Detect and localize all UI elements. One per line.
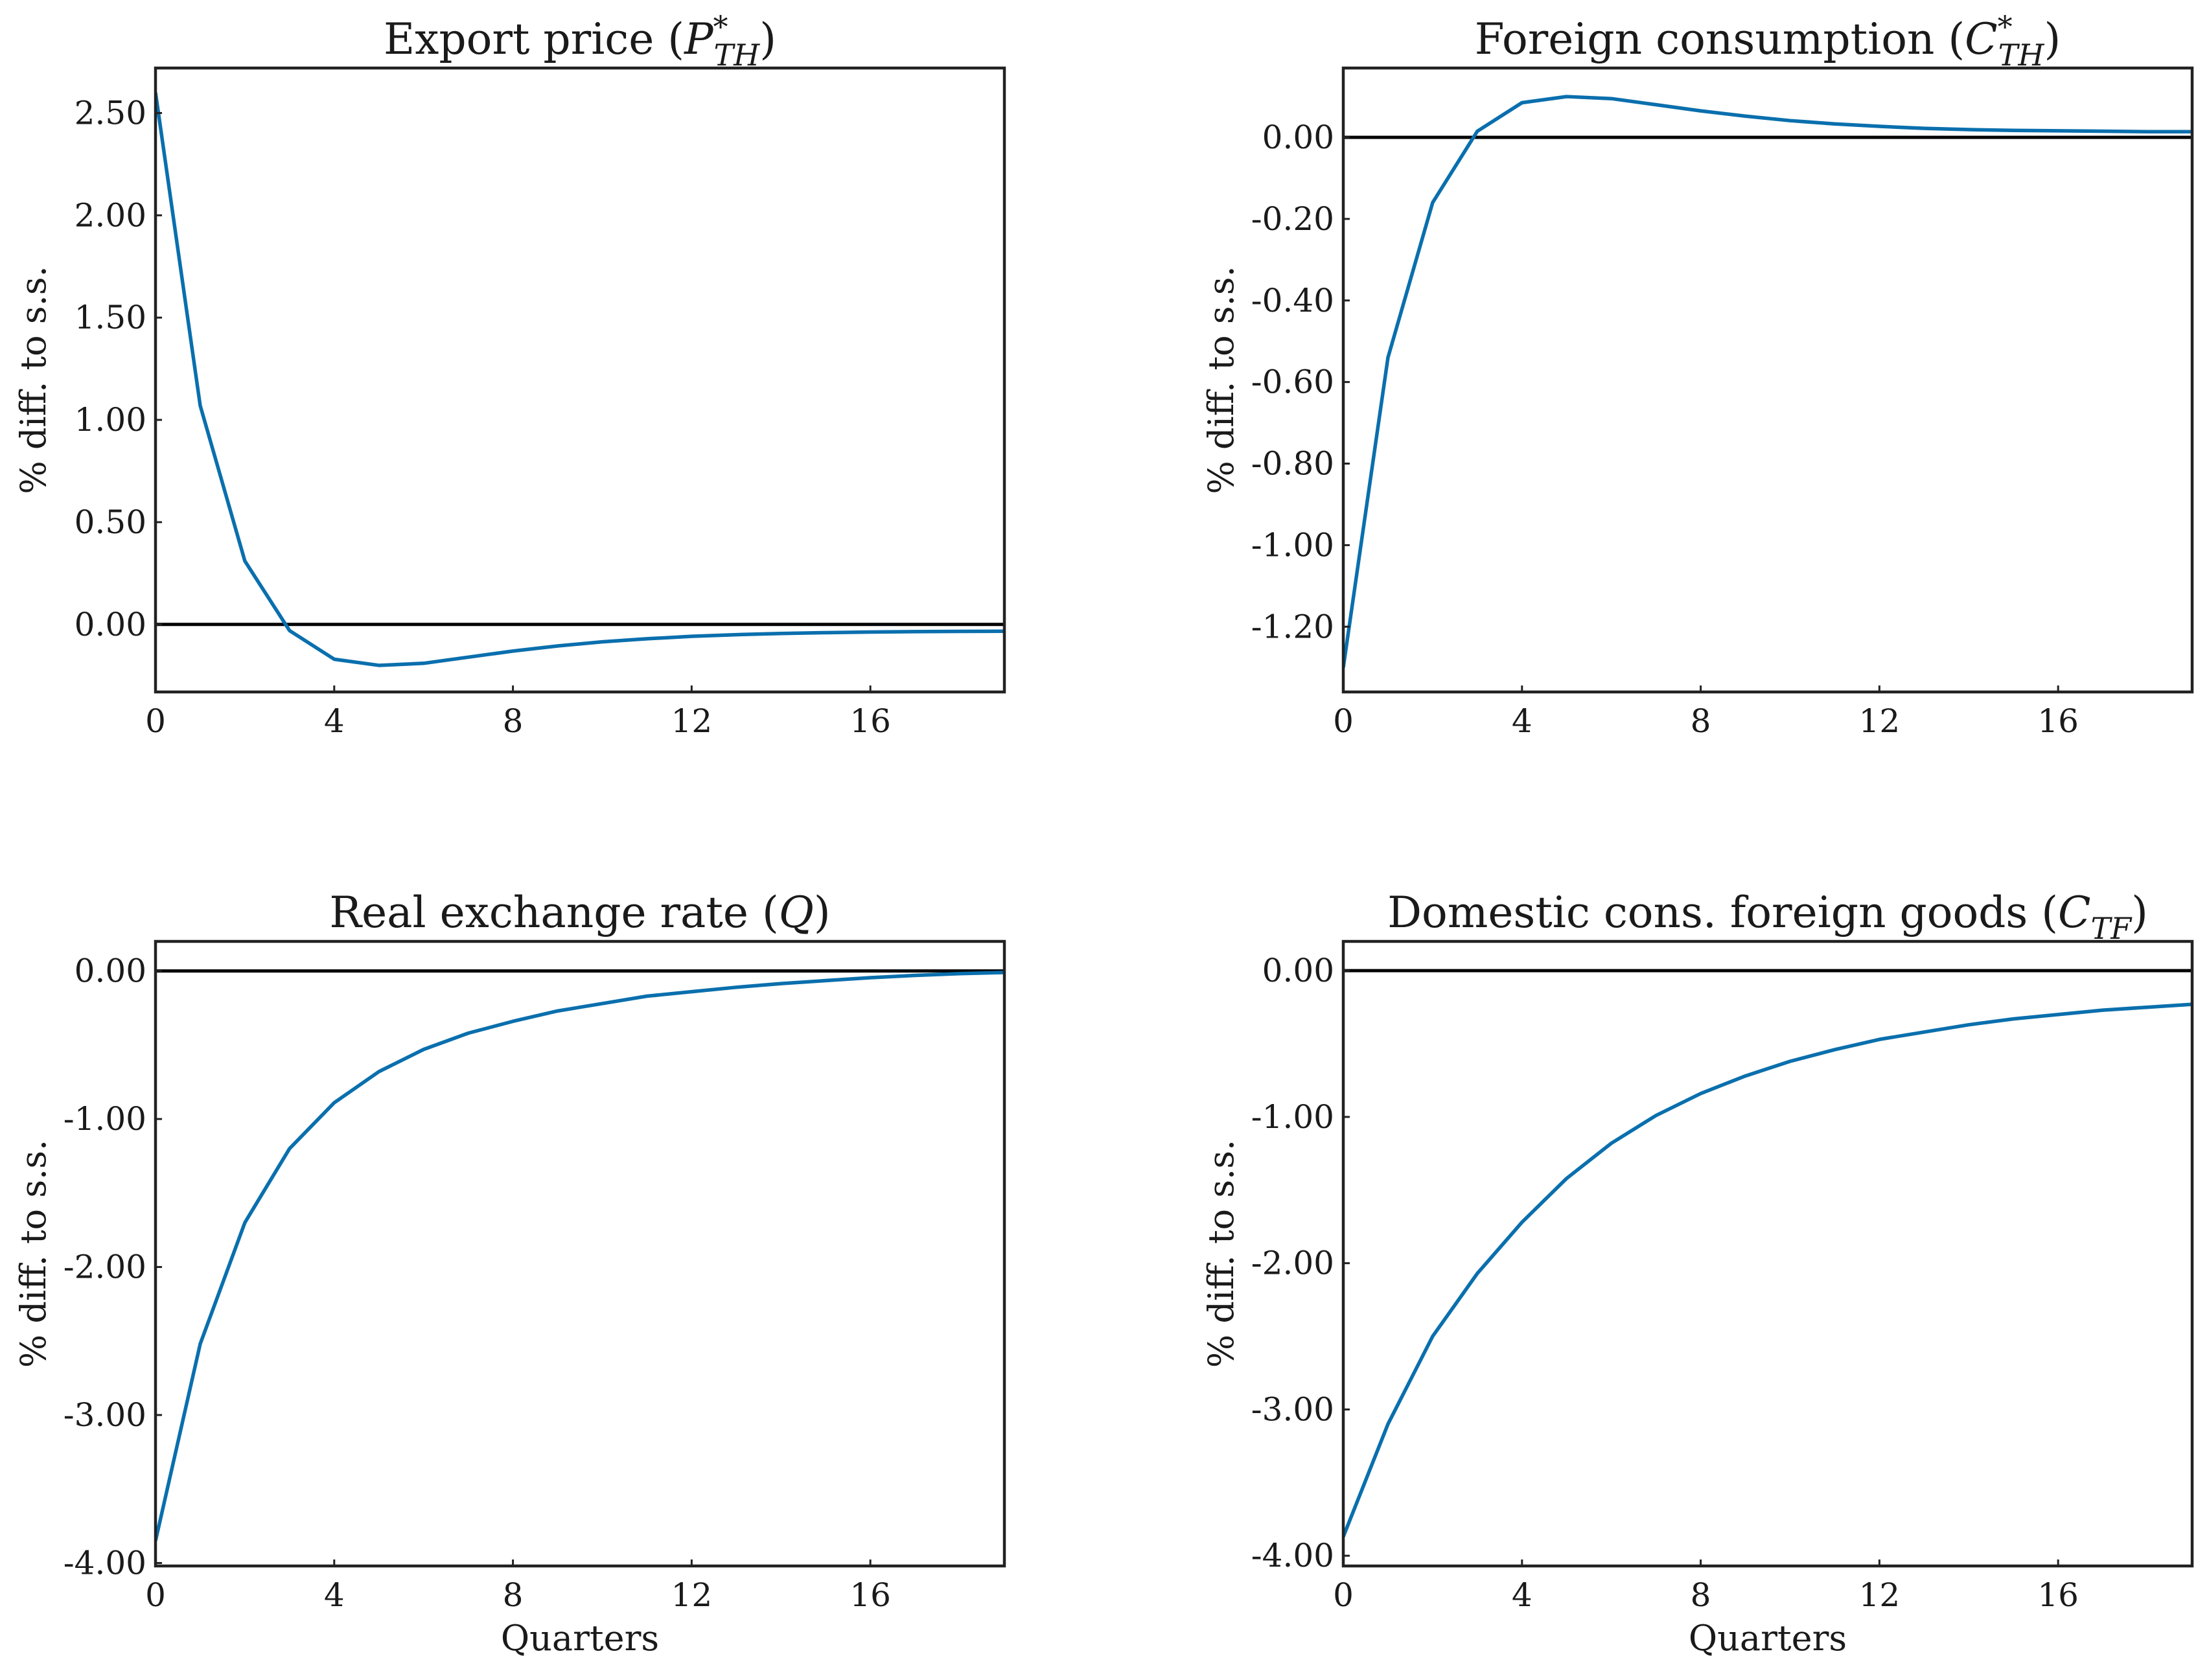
chart-1-title-part-4: ) — [2044, 14, 2061, 64]
chart-1-title-part-2: * — [1998, 9, 2013, 44]
chart-0: 0 4 8 12 16 0.00 0.50 1.00 1.50 2.00 2.50 Export pr… — [13, 9, 1006, 740]
chart-0-ytick-label-5: 2.50 — [75, 94, 146, 132]
chart-0-xtick-label-3: 12 — [671, 702, 713, 740]
chart-3-ytick-label-0: -4.00 — [1251, 1537, 1334, 1574]
chart-3-ytick-label-3: -1.00 — [1251, 1098, 1334, 1136]
chart-0-xtick-label-0: 0 — [145, 702, 166, 740]
chart-2: 0 4 8 12 16 -4.00 -3.00 -2.00 -1.00 0.00 Real exch… — [13, 888, 1006, 1659]
chart-3-axes-frame — [1341, 939, 2194, 1568]
chart-2-xtick-label-0: 0 — [145, 1576, 166, 1614]
chart-1-xtick-label-1: 4 — [1512, 702, 1532, 740]
chart-0-xtick-label-4: 16 — [850, 702, 891, 740]
chart-3-series-0-line — [1343, 1002, 2192, 1537]
chart-1-ytick-label-4: -0.40 — [1251, 282, 1334, 319]
chart-3-xlabel: Quarters — [1689, 1618, 1847, 1659]
chart-3: 0 4 8 12 16 -4.00 -3.00 -2.00 -1.00 0.00 Domestic … — [1201, 888, 2194, 1659]
chart-1-xtick-label-3: 12 — [1859, 702, 1901, 740]
chart-2-xtick-label-1: 4 — [324, 1576, 345, 1614]
chart-0-title-part-2: * — [713, 9, 728, 44]
chart-2-ylabel: % diff. to s.s. — [13, 1140, 54, 1368]
chart-2-xtick-label-2: 8 — [503, 1576, 524, 1614]
chart-0-xtick-label-2: 8 — [503, 702, 524, 740]
chart-0-ytick-label-0: 0.00 — [75, 606, 146, 643]
chart-2-xlabel: Quarters — [501, 1618, 659, 1659]
chart-2-axes-frame — [154, 939, 1006, 1568]
chart-1-title-part-1: C — [1965, 14, 1998, 64]
chart-1: 0 4 8 12 16 -1.20 -1.00 -0.80 -0.60 -0.40 -0.20 0.0… — [1201, 9, 2194, 740]
chart-2-title-part-1: Q — [779, 888, 814, 938]
chart-0-title-part-4: ) — [759, 14, 776, 64]
chart-3-ytick-label-2: -2.00 — [1251, 1245, 1334, 1282]
chart-2-ytick-label-0: -4.00 — [64, 1544, 146, 1582]
chart-1-ytick-label-6: 0.00 — [1262, 119, 1334, 156]
chart-2-ytick-label-1: -3.00 — [64, 1396, 146, 1434]
chart-3-ytick-label-4: 0.00 — [1262, 952, 1334, 989]
chart-1-ytick-label-0: -1.20 — [1251, 608, 1334, 645]
chart-3-title-part-1: C — [2058, 888, 2091, 938]
chart-3-ylabel: % diff. to s.s. — [1201, 1140, 1242, 1368]
chart-2-ytick-label-2: -2.00 — [64, 1248, 146, 1286]
chart-0-ytick-label-2: 1.00 — [75, 401, 146, 439]
chart-3-title-part-0: Domestic cons. foreign goods ( — [1387, 888, 2058, 938]
chart-1-xtick-label-4: 16 — [2037, 702, 2079, 740]
chart-3-xtick-label-2: 8 — [1691, 1576, 1711, 1614]
chart-3-xtick-label-3: 12 — [1859, 1576, 1901, 1614]
chart-1-title-part-3: TH — [1998, 38, 2045, 73]
chart-0-ytick-label-3: 1.50 — [75, 299, 146, 336]
chart-0-ytick-label-1: 0.50 — [75, 503, 146, 541]
chart-0-title-part-1: P — [684, 14, 714, 64]
chart-panels: 0 4 8 12 16 0.00 0.50 1.00 1.50 2.00 2.50 Export pr… — [13, 9, 2194, 1659]
chart-3-title-part-2: TF — [2091, 911, 2133, 946]
chart-2-title-part-0: Real exchange rate ( — [329, 888, 778, 938]
chart-1-series-0-line — [1343, 95, 2192, 668]
chart-1-title: Foreign consumption (C* TH) — [1475, 9, 2061, 73]
chart-3-title-part-3: ) — [2131, 888, 2148, 938]
chart-1-ytick-label-3: -0.60 — [1251, 363, 1334, 401]
chart-0-xtick-label-1: 4 — [324, 702, 345, 740]
chart-1-ytick-label-1: -1.00 — [1251, 526, 1334, 564]
chart-0-title-part-3: TH — [713, 38, 760, 73]
chart-1-xtick-label-2: 8 — [1691, 702, 1711, 740]
chart-2-xtick-label-3: 12 — [671, 1576, 713, 1614]
chart-2-xtick-label-4: 16 — [850, 1576, 891, 1614]
chart-0-title: Export price (P* TH) — [384, 9, 776, 73]
chart-2-title-part-2: ) — [814, 888, 831, 938]
chart-2-series-0-line — [156, 971, 1004, 1541]
chart-1-title-part-0: Foreign consumption ( — [1475, 14, 1965, 64]
chart-1-ytick-label-2: -0.80 — [1251, 445, 1334, 483]
chart-2-ytick-label-4: 0.00 — [75, 952, 146, 990]
chart-3-xtick-label-4: 16 — [2037, 1576, 2079, 1614]
chart-1-ytick-label-5: -0.20 — [1251, 200, 1334, 238]
chart-0-series-0-line — [156, 92, 1004, 667]
chart-2-title: Real exchange rate (Q) — [329, 888, 830, 938]
chart-1-xtick-label-0: 0 — [1333, 702, 1354, 740]
chart-1-axes-frame — [1341, 66, 2194, 694]
chart-3-xtick-label-0: 0 — [1333, 1576, 1354, 1614]
chart-3-xtick-label-1: 4 — [1512, 1576, 1532, 1614]
chart-0-title-part-0: Export price ( — [384, 14, 684, 64]
chart-0-ytick-label-4: 2.00 — [75, 196, 146, 234]
chart-0-axes-frame — [154, 66, 1006, 694]
chart-0-ylabel: % diff. to s.s. — [13, 266, 54, 494]
chart-3-ytick-label-1: -3.00 — [1251, 1390, 1334, 1428]
chart-1-ylabel: % diff. to s.s. — [1201, 266, 1242, 494]
chart-3-title: Domestic cons. foreign goods (CTF) — [1387, 888, 2148, 946]
chart-2-ytick-label-3: -1.00 — [64, 1100, 146, 1138]
